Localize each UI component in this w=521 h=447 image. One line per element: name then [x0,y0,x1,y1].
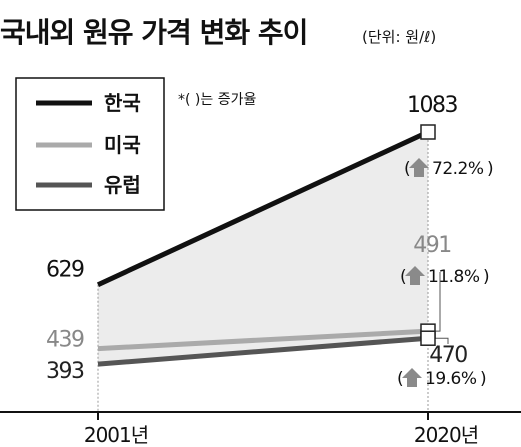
label-layer: 629 439 393 1083 491 470 (72.2%) (11.8%) (19.6%) [46,93,494,389]
change-paren-open: ( [397,369,403,389]
shaded-area [98,132,428,365]
unit-note: (단위: 원/ℓ) [362,28,436,46]
up-arrow-icon [405,266,425,285]
end-value-label: 1083 [407,93,457,118]
series-line-0 [96,129,430,287]
change-paren-close: ) [480,369,486,389]
series-line-1 [97,328,429,352]
series-line-2 [97,335,429,367]
change-paren-open: ( [400,267,406,287]
legend-label-1: 미국 [104,133,141,157]
up-arrow-icon [402,368,422,387]
series-layer [96,124,449,367]
start-value-label: 629 [46,258,84,283]
change-value: 11.8% [428,267,480,287]
change-paren-open: ( [404,159,410,179]
connector-us [435,272,441,332]
chart-title: 국내외 원유 가격 변화 추이 [0,16,307,49]
change-paren-close: ) [487,159,493,179]
legend-label-0: 한국 [104,91,141,115]
end-marker-2 [420,330,436,346]
legend-label-2: 유럽 [104,173,141,197]
change-value: 19.6% [425,369,477,389]
area-layer [97,132,429,412]
start-value-label: 439 [46,328,84,353]
change-value: 72.2% [432,159,484,179]
change-note: *( )는 증가율 [178,92,256,108]
end-marker-0 [420,124,436,140]
x-tick-label: 2001년 [84,423,148,447]
start-value-label: 393 [46,359,84,384]
change-paren-close: ) [483,267,489,287]
x-tick-label: 2020년 [414,423,478,447]
x-ticks: 2001년 2020년 [84,412,479,447]
up-arrow-icon [409,158,429,177]
end-value-label: 491 [413,233,451,258]
connector-eu [435,337,449,344]
end-value-label: 470 [429,343,467,368]
